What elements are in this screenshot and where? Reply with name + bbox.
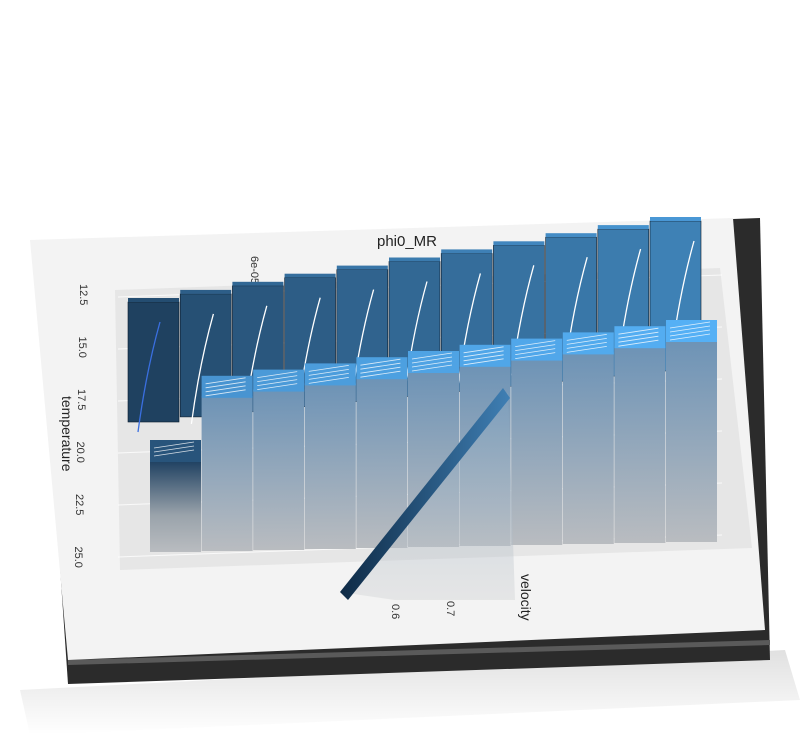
tile-highlight-line — [411, 364, 453, 372]
front-tile-top — [666, 320, 717, 342]
tile-highlight-line — [566, 334, 607, 341]
chart-title: phi0_MR — [377, 233, 437, 250]
tile-highlight-line — [205, 385, 246, 393]
velocity-ramp — [340, 388, 515, 600]
tile-highlight-line — [566, 346, 607, 353]
x-axis-label: velocity — [518, 574, 534, 621]
tile-highlight-line — [153, 449, 195, 457]
tile-highlight-line — [308, 373, 349, 380]
tile-highlight-line — [463, 358, 504, 366]
tile-highlight-line — [257, 375, 298, 382]
tile-highlight-line — [360, 366, 401, 374]
tile-highlight-line — [618, 327, 659, 335]
tile-highlight-line — [205, 381, 246, 389]
ramp-face — [340, 388, 510, 600]
front-tile-top — [201, 375, 253, 398]
tile-highlight-line — [515, 352, 556, 359]
y-axis-label: temperature — [59, 396, 75, 472]
tile-highlight-line — [566, 342, 607, 349]
tile-highlight-line — [669, 333, 711, 341]
front-tile-wall — [511, 358, 563, 545]
back-tile-top — [545, 233, 597, 238]
front-tile-wall — [253, 389, 305, 550]
tile-highlight-line — [360, 370, 401, 378]
y-tick-label: 25.0 — [72, 547, 84, 568]
y-tick-label: 22.5 — [73, 494, 85, 515]
x-axis-ticks: 0.6 0.7 — [389, 601, 456, 619]
front-tile-wall — [666, 340, 717, 542]
back-tile — [127, 301, 180, 423]
front-tile-top — [253, 369, 305, 392]
tile-highlight-line — [360, 362, 401, 370]
back-tile-top — [336, 265, 388, 270]
y-tick-label: 15.0 — [76, 337, 88, 358]
back-tile-top — [493, 241, 545, 246]
tile-highlight-line — [669, 325, 711, 333]
back-tile-top — [232, 281, 284, 286]
back-tile-top — [650, 217, 701, 221]
front-tile-top — [408, 351, 459, 373]
back-tile-top — [128, 298, 179, 302]
board-shadow — [20, 650, 800, 735]
front-tile-wall — [201, 395, 253, 551]
tile-highlight-line — [257, 371, 298, 378]
back-tile-top — [441, 249, 493, 254]
contour-line — [137, 321, 161, 433]
y-tick-label: 12.5 — [77, 284, 89, 305]
front-tile-top — [511, 338, 563, 361]
tile-highlight-line — [308, 377, 349, 384]
tile-highlight-line — [205, 389, 246, 397]
tile-highlight-line — [566, 338, 607, 345]
tile-highlight-line — [515, 344, 556, 351]
tile-highlight-line — [153, 441, 195, 449]
front-tile-wall — [562, 352, 614, 544]
tile-highlight-line — [463, 350, 504, 358]
tile-highlight-line — [669, 321, 711, 329]
tile-highlight-line — [153, 445, 195, 453]
front-tile-wall — [304, 383, 356, 549]
tile-highlight-line — [463, 354, 504, 362]
x-tick-label: 0.7 — [444, 601, 456, 616]
back-tile-top — [180, 289, 232, 294]
legend-tick-label: 6e-05 — [248, 256, 260, 284]
back-tile-top — [284, 273, 336, 278]
front-tile-wall — [150, 460, 201, 552]
back-tile-top — [597, 225, 649, 230]
tile-highlight-line — [205, 377, 246, 385]
tile-highlight-line — [308, 369, 349, 376]
front-tile-top — [562, 332, 614, 355]
front-tile-top — [356, 357, 408, 380]
tile-highlight-line — [618, 335, 659, 343]
tile-highlight-line — [618, 331, 659, 339]
tile-highlight-line — [618, 339, 659, 347]
tile-highlight-line — [257, 379, 298, 386]
tile-highlight-line — [257, 383, 298, 390]
tile-highlight-line — [411, 356, 453, 364]
tile-highlight-line — [515, 340, 556, 347]
front-tile-top — [304, 363, 356, 386]
back-tile-top — [389, 257, 440, 262]
front-tile-wall — [614, 346, 666, 543]
board-edge-line — [68, 640, 770, 665]
y-tick-label: 17.5 — [75, 389, 87, 410]
tile-highlight-line — [669, 329, 711, 337]
tile-highlight-line — [463, 346, 504, 354]
tile-highlight-line — [360, 358, 401, 366]
tile-highlight-line — [411, 352, 453, 360]
tile-highlight-line — [515, 348, 556, 355]
front-tile-top — [614, 326, 666, 349]
tile-highlight-line — [308, 365, 349, 372]
y-tick-label: 20.0 — [74, 442, 86, 463]
front-tile-top — [150, 440, 201, 462]
x-tick-label: 0.6 — [389, 604, 401, 619]
front-tile-top — [459, 344, 511, 367]
y-axis-ticks: 12.5 15.0 17.5 20.0 22.5 25.0 — [72, 284, 89, 568]
tile-highlight-line — [411, 360, 453, 368]
contour-line — [190, 313, 215, 424]
